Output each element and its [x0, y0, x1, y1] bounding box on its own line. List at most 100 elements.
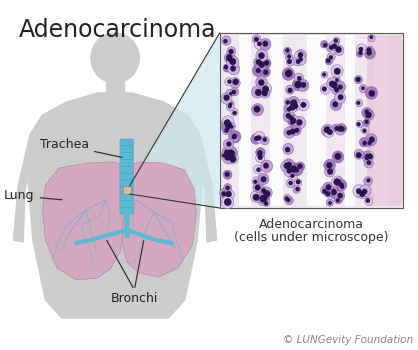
Circle shape: [263, 195, 268, 200]
Circle shape: [233, 79, 239, 85]
Circle shape: [232, 90, 236, 94]
Circle shape: [225, 125, 230, 130]
Circle shape: [261, 136, 269, 145]
Circle shape: [223, 170, 232, 179]
Circle shape: [364, 48, 375, 59]
Circle shape: [222, 116, 234, 128]
Circle shape: [287, 113, 296, 123]
Circle shape: [333, 102, 338, 107]
Circle shape: [258, 79, 264, 86]
Text: Adenocarcinoma: Adenocarcinoma: [259, 218, 364, 231]
Circle shape: [354, 75, 362, 84]
Circle shape: [263, 199, 270, 206]
Circle shape: [254, 37, 259, 42]
Circle shape: [369, 137, 375, 142]
Circle shape: [327, 53, 335, 61]
Circle shape: [289, 100, 300, 111]
Polygon shape: [123, 162, 196, 277]
Circle shape: [285, 48, 289, 52]
Circle shape: [330, 99, 342, 111]
Circle shape: [356, 99, 363, 107]
Circle shape: [260, 38, 271, 50]
Circle shape: [365, 120, 369, 124]
Circle shape: [322, 189, 326, 194]
Circle shape: [229, 103, 232, 106]
Circle shape: [288, 118, 295, 125]
Circle shape: [227, 79, 232, 84]
Circle shape: [332, 151, 344, 163]
Circle shape: [256, 136, 259, 139]
Circle shape: [362, 107, 372, 118]
Circle shape: [285, 98, 291, 106]
Circle shape: [261, 194, 270, 203]
Circle shape: [365, 87, 377, 99]
Circle shape: [283, 47, 291, 55]
Circle shape: [363, 141, 367, 145]
Circle shape: [231, 108, 238, 116]
Circle shape: [252, 104, 263, 116]
Circle shape: [252, 177, 260, 185]
Circle shape: [281, 161, 292, 173]
Circle shape: [323, 182, 334, 193]
Circle shape: [286, 168, 292, 174]
Circle shape: [298, 99, 309, 111]
Circle shape: [232, 134, 238, 142]
Circle shape: [357, 151, 364, 159]
Circle shape: [356, 50, 363, 57]
Circle shape: [224, 184, 232, 192]
Circle shape: [254, 131, 265, 143]
Circle shape: [334, 177, 344, 188]
Circle shape: [331, 82, 337, 88]
Circle shape: [329, 188, 340, 199]
Circle shape: [322, 73, 326, 76]
FancyBboxPatch shape: [120, 180, 133, 187]
Circle shape: [285, 196, 293, 205]
Circle shape: [225, 53, 234, 63]
Circle shape: [260, 195, 267, 202]
Circle shape: [283, 111, 294, 122]
Circle shape: [254, 106, 260, 112]
Circle shape: [339, 182, 344, 188]
Bar: [123, 186, 130, 194]
Circle shape: [287, 96, 300, 109]
Circle shape: [222, 118, 232, 128]
Circle shape: [253, 182, 263, 192]
Text: Bronchi: Bronchi: [111, 292, 158, 305]
Circle shape: [291, 125, 301, 135]
Circle shape: [293, 104, 298, 109]
FancyBboxPatch shape: [120, 139, 133, 146]
Circle shape: [225, 172, 229, 177]
Circle shape: [369, 90, 375, 97]
FancyBboxPatch shape: [120, 200, 133, 207]
Circle shape: [359, 191, 365, 197]
Circle shape: [224, 120, 230, 126]
Circle shape: [301, 102, 306, 107]
Circle shape: [282, 68, 295, 80]
Circle shape: [335, 153, 341, 160]
Circle shape: [263, 41, 268, 47]
Circle shape: [229, 92, 232, 95]
Circle shape: [257, 150, 263, 156]
Circle shape: [324, 126, 330, 133]
Circle shape: [296, 162, 305, 171]
Circle shape: [292, 78, 304, 91]
Circle shape: [329, 55, 333, 60]
Circle shape: [287, 103, 297, 113]
Circle shape: [224, 52, 235, 63]
Circle shape: [252, 65, 264, 76]
Circle shape: [224, 150, 229, 155]
Circle shape: [224, 198, 231, 206]
Circle shape: [256, 76, 267, 88]
Text: Trachea: Trachea: [40, 139, 122, 158]
Circle shape: [291, 118, 296, 124]
Circle shape: [227, 54, 232, 60]
Circle shape: [287, 107, 291, 112]
Circle shape: [284, 104, 293, 113]
Circle shape: [358, 153, 361, 157]
Circle shape: [258, 52, 265, 59]
Circle shape: [322, 86, 327, 91]
Circle shape: [222, 154, 226, 157]
Circle shape: [252, 86, 263, 98]
Polygon shape: [106, 78, 124, 95]
Circle shape: [329, 78, 342, 91]
